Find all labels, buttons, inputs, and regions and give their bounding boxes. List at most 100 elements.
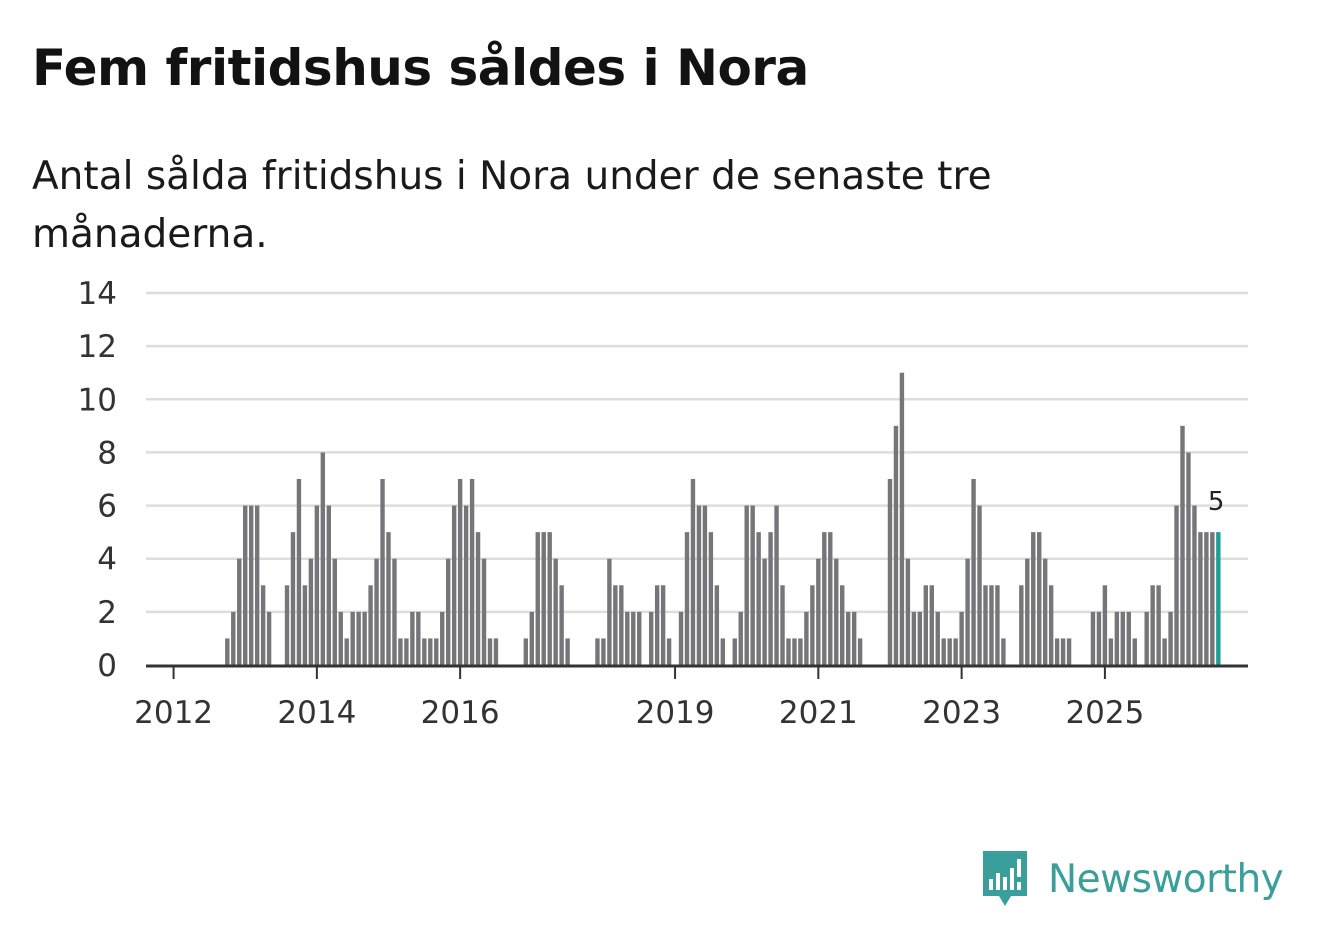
bar: [356, 611, 361, 665]
bar: [243, 505, 248, 665]
bars: [225, 372, 1221, 665]
bar: [302, 585, 308, 665]
bar: [231, 611, 236, 665]
bar: [756, 532, 761, 665]
bar: [1054, 638, 1060, 665]
bar: [451, 505, 457, 665]
bar: [1198, 532, 1203, 665]
bar: [1001, 638, 1006, 665]
y-tick-label: 8: [97, 435, 117, 471]
bar: [738, 611, 743, 665]
bar: [1031, 532, 1036, 665]
bar: [386, 532, 391, 665]
bar: [374, 558, 379, 665]
bar: [1096, 611, 1102, 665]
bar: [732, 638, 737, 665]
bar: [923, 585, 928, 665]
bar: [905, 558, 911, 665]
bar: [666, 638, 672, 665]
bar: [947, 638, 952, 665]
y-tick-label: 6: [97, 489, 117, 525]
bar: [816, 558, 821, 665]
newsworthy-chart-bubble-icon: [983, 851, 1027, 906]
bar: [392, 558, 397, 665]
y-tick-label: 4: [97, 542, 117, 578]
x-tick-label: 2021: [779, 695, 858, 731]
bar-latest: [1216, 532, 1221, 665]
y-tick-label: 2: [97, 595, 117, 631]
bar: [857, 638, 863, 665]
bar: [314, 505, 320, 665]
bar: [822, 532, 827, 665]
bar: [344, 638, 349, 665]
last-value-label: 5: [1208, 487, 1225, 517]
bar: [1043, 558, 1048, 665]
bar: [1210, 532, 1215, 665]
bar: [750, 505, 755, 665]
x-tick-label: 2014: [277, 695, 356, 731]
bar: [917, 611, 923, 665]
bar: [607, 558, 612, 665]
bar: [398, 638, 403, 665]
bar: [798, 638, 803, 665]
bar: [810, 585, 815, 665]
bar: [786, 638, 791, 665]
bar: [225, 638, 230, 665]
bar: [911, 611, 917, 665]
y-tick-label: 12: [78, 329, 117, 365]
bar: [714, 585, 720, 665]
newsworthy-logo: Newsworthy: [980, 848, 1284, 910]
bar: [254, 505, 260, 665]
bar: [1060, 638, 1066, 665]
bar: [535, 532, 540, 665]
bar: [1204, 532, 1209, 665]
bar: [971, 479, 976, 665]
bar: [266, 611, 272, 665]
bar: [463, 505, 469, 665]
bar: [1108, 638, 1114, 665]
bar: [828, 532, 833, 665]
x-axis-labels: 2012 2014 2016 2019 2021 2023 2025: [134, 667, 1144, 731]
bar: [840, 585, 845, 665]
bar: [965, 558, 970, 665]
bar: [941, 638, 946, 665]
bar: [428, 638, 433, 665]
bar: [248, 505, 254, 665]
bar: [1162, 638, 1167, 665]
bar: [434, 638, 439, 665]
bar: [780, 585, 785, 665]
brand-name: Newsworthy: [1048, 856, 1284, 902]
bar: [899, 372, 905, 665]
bar: [762, 558, 767, 665]
bar: [977, 505, 982, 665]
bar: [1102, 585, 1108, 665]
bar: [953, 638, 958, 665]
bar: [1156, 585, 1161, 665]
bar: [1048, 585, 1054, 665]
bar: [1114, 611, 1120, 665]
bar: [792, 638, 797, 665]
bar: [774, 505, 779, 665]
bar: [696, 505, 702, 665]
bar: [654, 585, 660, 665]
bar: [995, 585, 1000, 665]
bar: [959, 611, 964, 665]
bar: [290, 532, 296, 665]
bar: [887, 479, 893, 665]
bar: [619, 585, 624, 665]
bar: [1025, 558, 1030, 665]
bar: [893, 425, 899, 665]
bar: [547, 532, 552, 665]
bar: [845, 611, 851, 665]
bar: [1132, 638, 1137, 665]
bar: [1174, 505, 1179, 665]
bar: [326, 505, 331, 665]
bar: [493, 638, 499, 665]
bar-chart: 0 2 4 6 8 10 12 14 2012 2014 2016 2019 2021 2023 2025…: [78, 276, 1248, 731]
bar: [332, 558, 337, 665]
bar: [553, 558, 558, 665]
bar: [1126, 611, 1131, 665]
bar: [1180, 425, 1185, 665]
bar: [804, 611, 809, 665]
chart-subtitle: Antal sålda fritidshus i Nora under de s…: [32, 154, 992, 257]
